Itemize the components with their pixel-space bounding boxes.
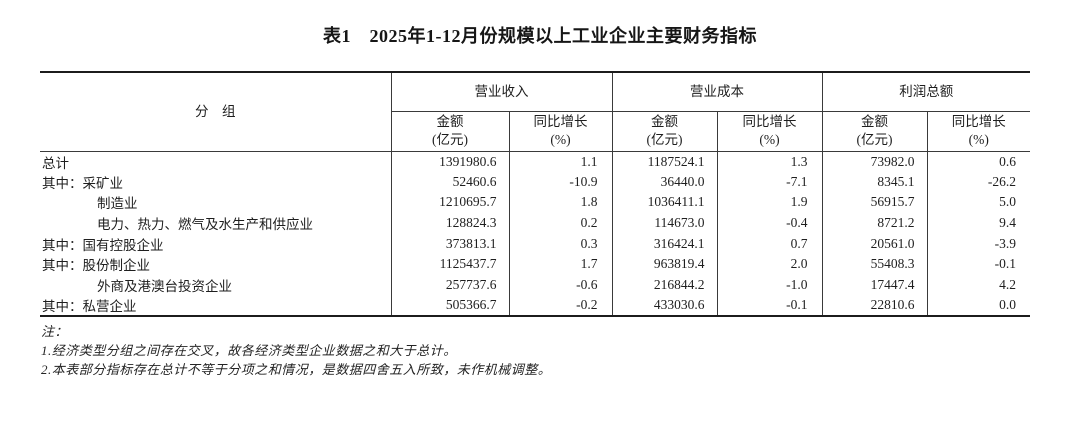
cell-amount: 1210695.7 [390, 192, 509, 213]
subheader-line1: 金额 [651, 114, 678, 130]
cell-growth: -0.6 [508, 274, 612, 296]
row-label: 其中：国有控股企业 [42, 237, 164, 253]
cell-amount: 73982.0 [821, 151, 927, 172]
cell-amount: 1036411.1 [611, 192, 717, 213]
cell-growth: 0.2 [508, 212, 612, 234]
cell-growth: 0.3 [508, 233, 612, 254]
cell-growth: 1.3 [716, 151, 822, 172]
cell-amount: 316424.1 [611, 233, 717, 254]
cell-growth: -3.9 [926, 233, 1030, 254]
row-label: 制造业 [97, 196, 138, 212]
page: 表1 2025年1-12月份规模以上工业企业主要财务指标 分 组 营业收入 营业… [0, 22, 1080, 423]
subheader-line2: (亿元) [856, 132, 893, 147]
subheader-revenue-growth: 同比增长 (%) [508, 111, 612, 152]
column-group-operating-revenue: 营业收入 [390, 71, 612, 112]
cell-amount: 8345.1 [821, 171, 927, 193]
subheader-profit-amount: 金额 (亿元) [821, 111, 927, 152]
cell-growth: -10.9 [508, 171, 612, 193]
cell-growth: 1.9 [716, 192, 822, 213]
subheader-line1: 金额 [436, 114, 464, 130]
subheader-line1: 同比增长 [533, 114, 588, 130]
subheader-line1: 同比增长 [951, 114, 1006, 130]
cell-growth: -0.2 [508, 295, 612, 318]
cell-growth: 9.4 [926, 212, 1030, 234]
cell-amount: 433030.6 [611, 295, 717, 318]
table-row: 其中：股份制企业 1125437.7 1.7 963819.4 2.0 55408.3 -0… [40, 253, 1030, 275]
subheader-line2: (%) [550, 132, 571, 147]
cell-amount: 128824.3 [390, 212, 509, 234]
row-label: 外商及港澳台投资企业 [97, 278, 232, 294]
footnotes-heading: 注： [41, 324, 69, 340]
cell-amount: 216844.2 [611, 274, 717, 296]
subheader-line2: (%) [968, 132, 989, 147]
cell-amount: 1391980.6 [390, 151, 509, 172]
cell-amount: 17447.4 [821, 274, 927, 296]
cell-growth: 0.7 [716, 233, 822, 254]
footnote-item-2: 2.本表部分指标存在总计不等于分项之和情况，是数据四舍五入所致，未作机械调整。 [41, 362, 552, 378]
cell-growth: 0.0 [926, 295, 1030, 318]
cell-amount: 8721.2 [821, 212, 927, 234]
subheader-line2: (%) [759, 132, 780, 147]
subheader-line2: (亿元) [432, 132, 468, 147]
cell-amount: 1125437.7 [390, 253, 509, 275]
subheader-revenue-amount: 金额 (亿元) [390, 111, 509, 152]
cell-growth: 4.2 [926, 274, 1030, 296]
cell-amount: 36440.0 [611, 171, 717, 193]
cell-growth: 0.6 [926, 151, 1030, 172]
cell-growth: -1.0 [716, 274, 822, 296]
table-row: 其中：采矿业 52460.6 -10.9 36440.0 -7.1 8345.1 -26.2 [40, 171, 1030, 193]
cell-growth: 1.8 [508, 192, 612, 213]
financial-indicators-table: 分 组 营业收入 营业成本 利润总额 金额 (亿元) 同比增长 (%) 金额 (… [40, 71, 1030, 318]
row-label: 其中：私营企业 [40, 295, 391, 318]
subheader-profit-growth: 同比增长 (%) [926, 111, 1030, 152]
footnotes: 注： 1.经济类型分组之间存在交叉，故各经济类型企业数据之和大于总计。 2.本表… [41, 322, 1080, 379]
cell-growth: -0.4 [716, 212, 822, 234]
cell-growth: -26.2 [926, 171, 1030, 193]
cell-growth: -7.1 [716, 171, 822, 193]
cell-growth: -0.1 [926, 253, 1030, 275]
column-group-operating-cost: 营业成本 [611, 71, 822, 112]
cell-growth: 1.1 [508, 151, 612, 172]
cell-amount: 52460.6 [390, 171, 509, 193]
cell-growth: 2.0 [716, 253, 822, 275]
header-row-groups: 分 组 营业收入 营业成本 利润总额 [40, 71, 1030, 152]
header-row-subcolumns: 金额 (亿元) 同比增长 (%) 金额 (亿元) 同比增长 (%) 金额 ( [40, 111, 1030, 152]
cell-amount: 257737.6 [390, 274, 509, 296]
cell-amount: 963819.4 [611, 253, 717, 275]
row-label: 其中：采矿业 [42, 175, 123, 191]
table-row: 其中：私营企业 505366.7 -0.2 433030.6 -0.1 22810.6 0.… [40, 295, 1030, 318]
table-row: 外商及港澳台投资企业 257737.6 -0.6 216844.2 -1.0 17447.… [40, 274, 1030, 296]
row-label: 电力、热力、燃气及水生产和供应业 [97, 217, 313, 233]
table-row: 制造业 1210695.7 1.8 1036411.1 1.9 56915.7 5.0 [40, 192, 1030, 213]
table-body: 总计 1391980.6 1.1 1187524.1 1.3 73982.0 0.6 其中：采… [40, 151, 1030, 318]
subheader-line1: 同比增长 [742, 114, 797, 130]
cell-growth: 1.7 [508, 253, 612, 275]
cell-amount: 505366.7 [390, 295, 509, 318]
row-label: 其中：股份制企业 [42, 258, 150, 274]
cell-amount: 56915.7 [821, 192, 927, 213]
cell-amount: 55408.3 [821, 253, 927, 275]
cell-amount: 22810.6 [821, 295, 927, 318]
table-row: 总计 1391980.6 1.1 1187524.1 1.3 73982.0 0.6 [40, 151, 1030, 172]
subheader-line2: (亿元) [646, 132, 683, 147]
subheader-cost-amount: 金额 (亿元) [611, 111, 717, 152]
column-header-group: 分 组 [40, 71, 391, 152]
column-group-total-profit: 利润总额 [821, 71, 1030, 112]
cell-growth: 5.0 [926, 192, 1030, 213]
table-row: 其中：国有控股企业 373813.1 0.3 316424.1 0.7 20561.0 -3… [40, 233, 1030, 254]
table-title: 表1 2025年1-12月份规模以上工业企业主要财务指标 [323, 26, 757, 46]
cell-amount: 114673.0 [611, 212, 717, 234]
cell-growth: -0.1 [716, 295, 822, 318]
subheader-line1: 金额 [861, 114, 888, 130]
table-header: 分 组 营业收入 营业成本 利润总额 金额 (亿元) 同比增长 (%) 金额 (… [40, 71, 1030, 152]
subheader-cost-growth: 同比增长 (%) [716, 111, 822, 152]
cell-amount: 20561.0 [821, 233, 927, 254]
row-label: 总计 [42, 155, 69, 171]
table-row: 电力、热力、燃气及水生产和供应业 128824.3 0.2 114673.0 -0.4 8… [40, 212, 1030, 234]
footnote-item-1: 1.经济类型分组之间存在交叉，故各经济类型企业数据之和大于总计。 [41, 343, 457, 359]
cell-amount: 373813.1 [390, 233, 509, 254]
cell-amount: 1187524.1 [611, 151, 717, 172]
